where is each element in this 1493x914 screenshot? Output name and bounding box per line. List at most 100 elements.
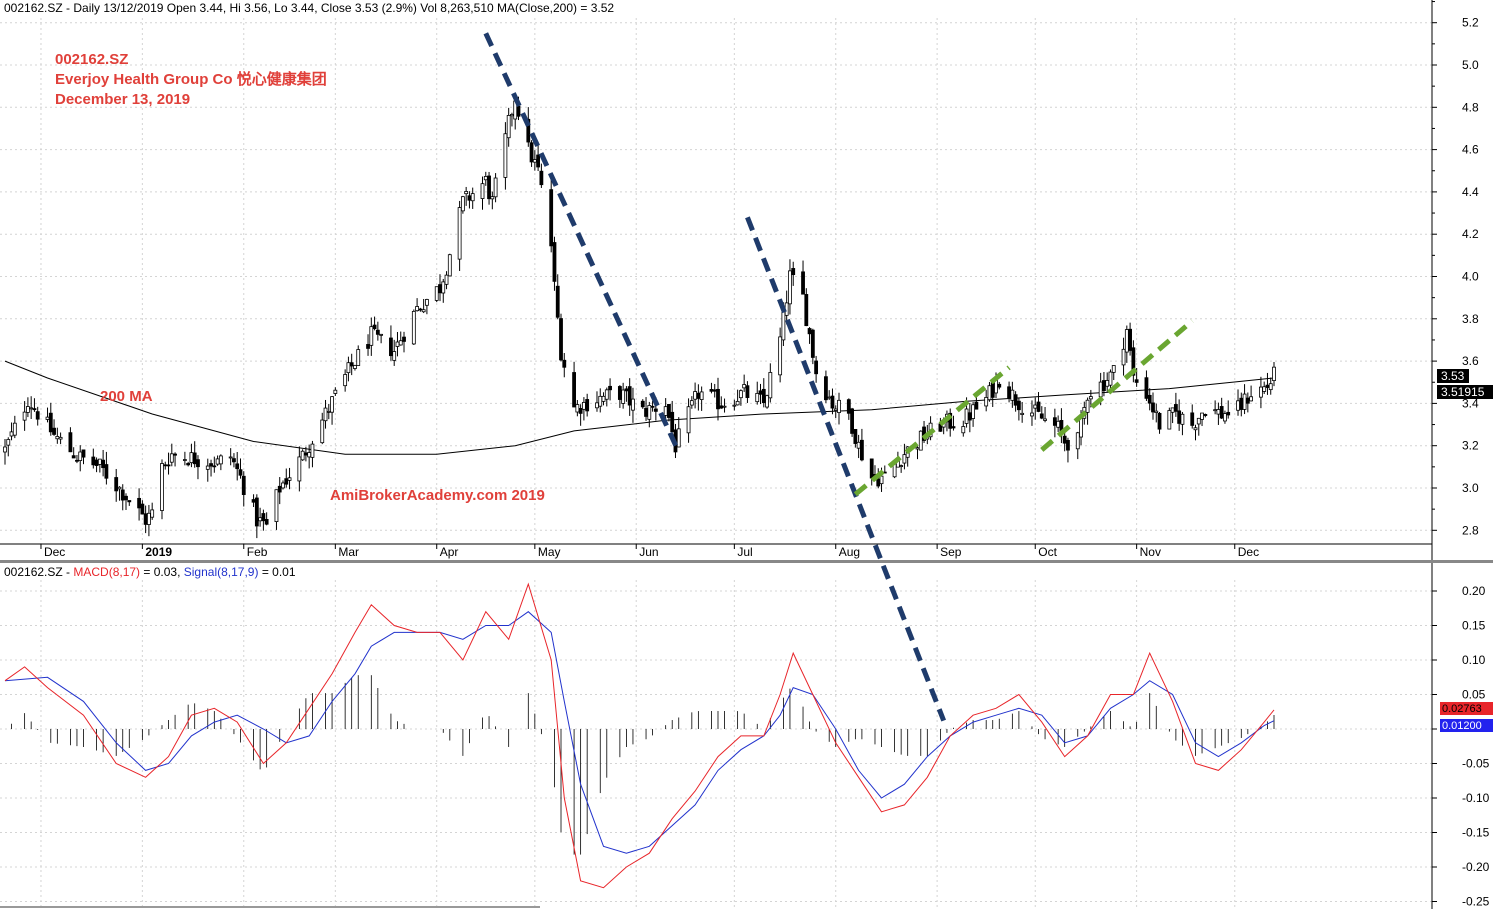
macd-header: 002162.SZ - MACD(8,17) = 0.03, Signal(8,…: [4, 565, 296, 579]
candle-body-down: [251, 499, 256, 503]
candle-body-up: [392, 351, 397, 361]
candle-body-down: [1052, 417, 1057, 426]
candle: [810, 328, 815, 365]
candle: [549, 177, 554, 253]
candle-body-down: [1239, 397, 1244, 410]
candle-body-up: [415, 306, 419, 312]
candle-body-up: [310, 443, 315, 458]
candle-body-down: [1203, 414, 1208, 416]
candle: [689, 396, 694, 409]
candle: [137, 488, 141, 521]
candle-body-down: [1245, 397, 1250, 404]
candle-body-down: [254, 497, 259, 527]
candle-body-up: [1075, 432, 1080, 450]
candle-body-up: [343, 374, 348, 387]
macd-tick-label: -0.10: [1462, 791, 1490, 805]
candle: [578, 404, 583, 426]
candle: [284, 468, 289, 488]
candle-body-down: [238, 469, 243, 476]
candle-body-up: [1213, 409, 1218, 412]
candle-body-up: [1249, 396, 1254, 402]
date-tick-label: Apr: [440, 545, 459, 559]
candle: [1193, 424, 1198, 441]
candle-body-up: [827, 396, 832, 399]
candle-body-down: [120, 489, 125, 501]
candle-body-up: [274, 489, 279, 523]
candle-body-down: [1177, 410, 1182, 424]
ma-200-polyline: [4, 360, 1275, 455]
candle: [830, 388, 835, 415]
close-badge-text: 3.53: [1441, 369, 1465, 383]
candle: [330, 396, 334, 425]
date-tick-label: Sep: [940, 545, 962, 559]
candle-body-down: [624, 388, 629, 392]
ma-badge-text: 3.51915: [1441, 385, 1485, 399]
price-tick-label: 3.4: [1462, 396, 1479, 410]
candle: [1131, 340, 1136, 383]
annotation-ma-label: 200 MA: [100, 388, 153, 405]
candle-body-up: [215, 458, 220, 465]
candle-body-up: [490, 196, 495, 200]
candle-body-up: [732, 404, 737, 407]
candle-body-down: [1016, 400, 1021, 411]
macd-grid: [0, 580, 1432, 907]
candle-body-up: [160, 463, 164, 511]
downtrend-line: [745, 216, 946, 722]
pane-separator: [0, 560, 1493, 563]
candle-body-up: [258, 517, 263, 522]
candle-body-up: [689, 400, 694, 406]
candle: [765, 394, 769, 409]
candle: [147, 504, 151, 537]
candle: [1203, 413, 1208, 418]
candle-body-down: [559, 318, 563, 361]
candle-body-up: [58, 436, 63, 440]
candle: [421, 298, 426, 314]
candle-body-down: [114, 477, 119, 492]
candle: [1196, 417, 1201, 436]
candle: [1111, 365, 1116, 381]
candle: [1085, 397, 1090, 425]
candle-body-up: [1268, 383, 1273, 391]
ma-badge: [1437, 385, 1493, 399]
candle: [506, 107, 511, 147]
candle: [745, 381, 750, 403]
candle-body-up: [601, 395, 606, 402]
candle-body-down: [640, 400, 645, 408]
candle: [722, 398, 727, 413]
candle: [349, 353, 354, 376]
candle-body-down: [869, 458, 874, 479]
signal-header-value: = 0.01: [258, 565, 295, 579]
candle-body-down: [71, 455, 76, 459]
ma-200-line: [4, 360, 1275, 455]
price-axis-ticks: 2.8 3.0 3.2 3.4 3.6 3.8 4.0 4.2 4.4 4.6 4.8 5.0 5.2: [1432, 1, 1479, 537]
candle: [434, 286, 439, 303]
candle-body-down: [81, 449, 86, 458]
candle-body-up: [457, 207, 462, 260]
candle-body-down: [667, 403, 671, 418]
candle-body-down: [303, 452, 308, 456]
candle-body-up: [647, 405, 652, 420]
candle-body-down: [876, 478, 881, 487]
candle-body-down: [712, 389, 717, 392]
candle-body-down: [549, 189, 554, 247]
macd-tick-label: 0.05: [1462, 688, 1486, 702]
candle-body-up: [604, 389, 609, 400]
price-header: 002162.SZ - Daily 13/12/2019 Open 3.44, …: [4, 1, 614, 15]
date-tick-label: Jun: [639, 545, 658, 559]
candle-body-down: [209, 463, 213, 467]
candle-body-down: [650, 405, 655, 408]
signal-badge-text: 0.01200: [1442, 720, 1482, 732]
candle-body-down: [1102, 380, 1106, 392]
candle-body-down: [192, 452, 197, 465]
trendlines: [483, 32, 1194, 722]
price-tick-label: 2.8: [1462, 523, 1479, 537]
candle: [1088, 389, 1093, 408]
candle-body-up: [369, 326, 374, 346]
date-tick-label: Mar: [338, 545, 359, 559]
candle-body-up: [1111, 365, 1116, 373]
candle: [536, 145, 541, 171]
candle: [192, 441, 197, 468]
macd-tick-label: -0.15: [1462, 826, 1490, 840]
candle-body-up: [323, 407, 328, 422]
